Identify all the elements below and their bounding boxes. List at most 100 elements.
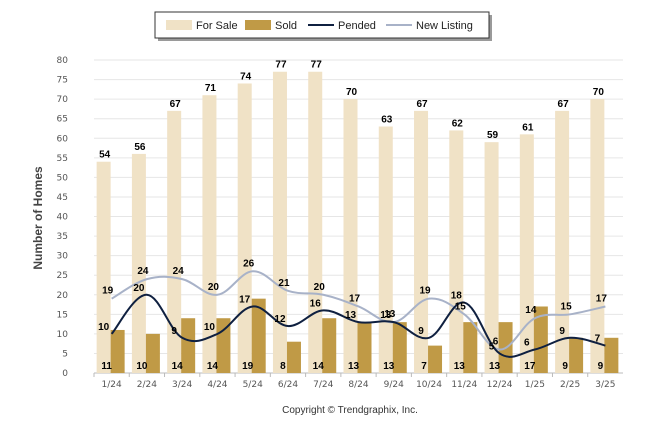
legend-swatch-for-sale <box>166 20 192 30</box>
legend-label-new-listing: New Listing <box>416 20 473 32</box>
y-tick-label: 35 <box>57 232 68 242</box>
label-for-sale: 67 <box>170 99 182 110</box>
label-pended: 9 <box>171 326 177 337</box>
y-tick-label: 75 <box>57 76 68 86</box>
bar-sold <box>145 333 160 373</box>
label-pended: 10 <box>98 322 110 333</box>
legend-swatch-sold <box>245 20 271 30</box>
label-for-sale: 63 <box>381 115 393 126</box>
label-new-listing: 6 <box>493 337 499 348</box>
label-pended: 6 <box>524 338 530 349</box>
label-new-listing: 13 <box>384 309 396 320</box>
label-pended: 16 <box>310 298 322 309</box>
y-tick-label: 55 <box>57 154 68 164</box>
x-axis: 1/24 2/24 3/24 4/24 5/24 6/24 7/24 8/24 9/24 10/2… <box>93 373 615 390</box>
x-tick-label: 8/24 <box>348 380 368 390</box>
label-new-listing: 21 <box>278 278 290 289</box>
label-for-sale: 61 <box>522 122 534 133</box>
x-tick-label: 10/24 <box>416 380 442 390</box>
y-tick-label: 50 <box>57 173 69 183</box>
bar-for-sale <box>167 110 182 374</box>
bar-sold <box>428 345 443 373</box>
bar-sold <box>392 322 407 373</box>
label-for-sale: 67 <box>558 99 570 110</box>
label-new-listing: 20 <box>314 282 326 293</box>
label-for-sale: 54 <box>99 150 111 161</box>
bar-for-sale <box>96 161 111 373</box>
bar-sold <box>533 306 548 373</box>
label-new-listing: 17 <box>596 293 608 304</box>
x-tick-label: 11/24 <box>451 380 477 390</box>
label-pended: 20 <box>133 283 145 294</box>
bar-sold <box>110 329 125 373</box>
bar-sold <box>181 318 196 373</box>
label-sold: 14 <box>172 361 184 372</box>
bar-for-sale <box>131 153 146 373</box>
bar-for-sale <box>308 71 323 374</box>
y-tick-label: 60 <box>57 134 69 144</box>
x-tick-label: 1/24 <box>102 380 122 390</box>
x-tick-label: 3/25 <box>595 380 615 390</box>
label-sold: 11 <box>101 361 112 372</box>
y-tick-label: 65 <box>57 115 68 125</box>
y-tick-label: 40 <box>57 213 69 223</box>
label-new-listing: 24 <box>137 266 149 277</box>
bar-sold <box>322 318 337 373</box>
label-pended: 13 <box>380 310 392 321</box>
lines <box>110 270 606 358</box>
bar-for-sale <box>449 130 464 373</box>
label-sold: 9 <box>562 361 568 372</box>
x-tick-label: 9/24 <box>384 380 404 390</box>
label-sold: 13 <box>348 361 360 372</box>
label-pended: 5 <box>489 341 495 352</box>
label-sold: 19 <box>242 361 254 372</box>
y-tick-label: 45 <box>57 193 68 203</box>
bar-for-sale <box>484 142 499 373</box>
label-for-sale: 59 <box>487 130 499 141</box>
label-for-sale: 70 <box>346 87 358 98</box>
bars <box>96 71 619 374</box>
legend-label-sold: Sold <box>275 20 297 32</box>
bar-sold <box>286 341 301 373</box>
x-tick-label: 6/24 <box>278 380 298 390</box>
label-for-sale: 74 <box>240 71 252 82</box>
label-sold: 10 <box>136 361 148 372</box>
bar-for-sale <box>414 110 429 374</box>
y-tick-label: 10 <box>57 330 69 340</box>
label-pended: 13 <box>345 310 357 321</box>
data-labels: 5411191056102420671424971142010741926177… <box>98 60 607 372</box>
bar-for-sale <box>378 126 393 373</box>
x-tick-label: 3/24 <box>172 380 192 390</box>
label-sold: 14 <box>313 361 325 372</box>
bar-for-sale <box>555 110 570 374</box>
x-tick-label: 2/24 <box>137 380 157 390</box>
bar-sold <box>569 337 584 373</box>
x-tick-label: 4/24 <box>207 380 227 390</box>
bar-sold <box>357 322 372 373</box>
label-new-listing: 14 <box>525 305 537 316</box>
label-for-sale: 70 <box>593 87 605 98</box>
label-for-sale: 77 <box>311 60 323 71</box>
bar-for-sale <box>519 134 534 373</box>
label-new-listing: 15 <box>561 301 573 312</box>
label-for-sale: 67 <box>416 99 428 110</box>
label-sold: 14 <box>207 361 219 372</box>
label-pended: 18 <box>451 291 463 302</box>
y-tick-label: 80 <box>57 56 69 66</box>
label-sold: 13 <box>489 361 501 372</box>
y-tick-label: 25 <box>57 271 68 281</box>
copyright-text: Copyright © Trendgraphix, Inc. <box>282 405 418 416</box>
label-pended: 9 <box>418 326 424 337</box>
label-for-sale: 71 <box>205 83 217 94</box>
bar-sold <box>604 337 619 373</box>
label-for-sale: 77 <box>275 60 287 71</box>
x-tick-label: 2/25 <box>560 380 580 390</box>
bar-sold <box>463 322 478 373</box>
y-tick-label: 0 <box>62 369 68 379</box>
label-pended: 10 <box>204 322 216 333</box>
label-pended: 17 <box>239 294 251 305</box>
label-for-sale: 62 <box>452 118 464 129</box>
label-new-listing: 20 <box>208 282 220 293</box>
label-sold: 8 <box>280 361 286 372</box>
